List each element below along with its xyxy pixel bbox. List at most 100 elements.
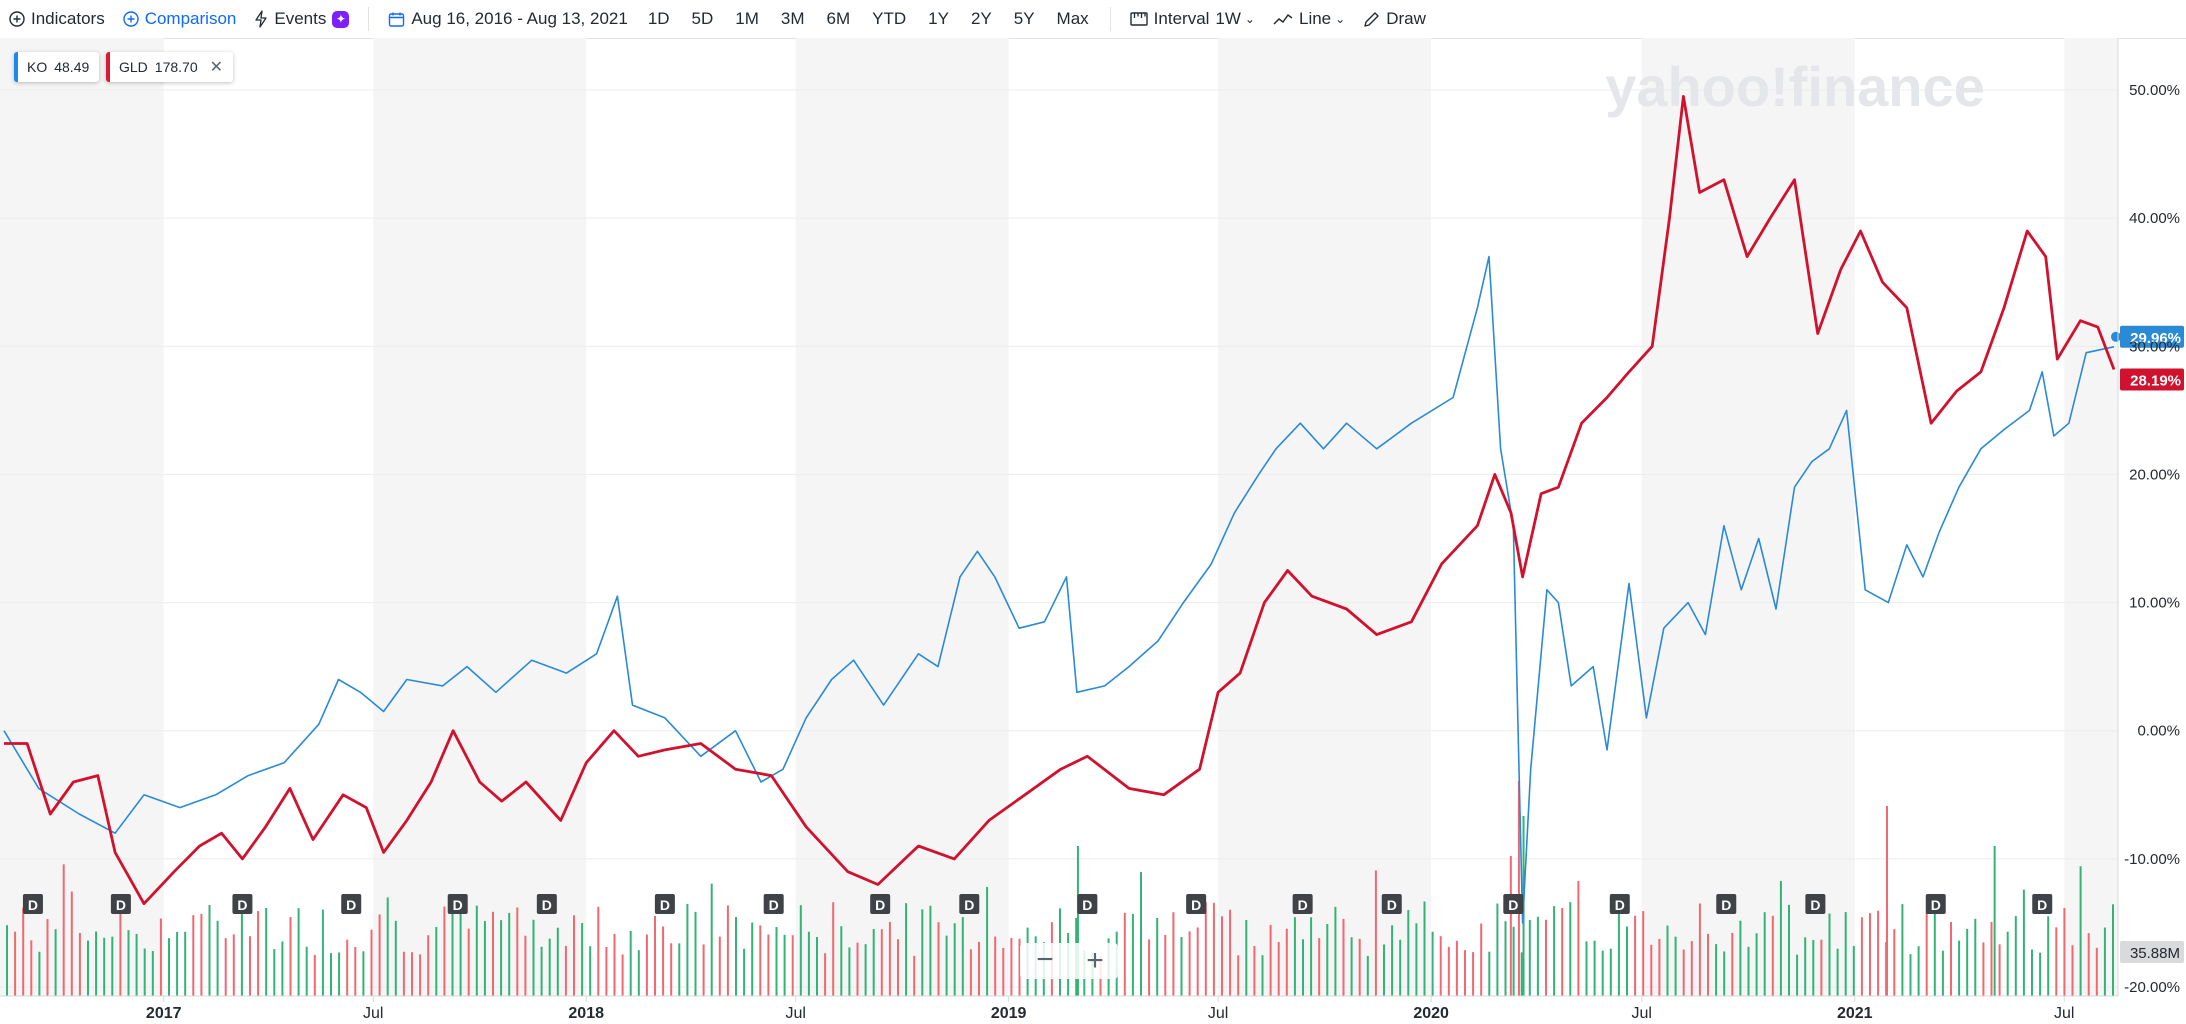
volume-bar (2014, 916, 2017, 996)
volume-bar (662, 926, 665, 996)
volume-bar (1229, 909, 1232, 996)
volume-bar (978, 941, 980, 996)
dividend-marker-bg[interactable] (1925, 894, 1946, 914)
y-tick-label: 0.00% (2137, 723, 2180, 740)
dividend-marker-bg[interactable] (1609, 894, 1630, 914)
legend-chip-gld[interactable]: GLD 178.70 ✕ (106, 52, 234, 82)
volume-bar (581, 923, 584, 996)
range-button-ytd[interactable]: YTD (872, 9, 907, 28)
dividend-marker-bg[interactable] (2032, 894, 2053, 914)
range-button-2y[interactable]: 2Y (970, 9, 992, 28)
chart-area[interactable]: yahoo!finance 35.88M 29.96% 28.19% D D D D D D… (0, 38, 2186, 1024)
zoom-out-button[interactable]: − (1036, 943, 1054, 976)
volume-bar (2039, 952, 2042, 996)
draw-button[interactable]: Draw (1354, 9, 1435, 29)
range-button-6m[interactable]: 6M (826, 9, 851, 28)
volume-bar (589, 946, 592, 996)
volume-bar (516, 907, 519, 996)
dividend-marker[interactable]: D (660, 897, 670, 913)
chart-type-button[interactable]: Line ⌄ (1264, 9, 1354, 29)
volume-bar (1820, 939, 1823, 996)
dividend-marker-bg[interactable] (1716, 894, 1737, 914)
dividend-marker-bg[interactable] (1077, 894, 1098, 914)
dividend-marker-bg[interactable] (763, 894, 784, 914)
range-button-3m[interactable]: 3M (780, 9, 805, 28)
dividend-marker[interactable]: D (116, 897, 126, 913)
dividend-marker-bg[interactable] (1503, 894, 1524, 914)
background-band (795, 38, 1009, 996)
indicators-button[interactable]: Indicators (0, 9, 114, 29)
dividend-marker[interactable]: D (1191, 897, 1201, 913)
volume-bar (208, 905, 211, 996)
volume-bar (1237, 955, 1240, 996)
dividend-marker[interactable]: D (1810, 897, 1820, 913)
dividend-marker[interactable]: D (453, 897, 463, 913)
dividend-marker[interactable]: D (542, 897, 552, 913)
background-band (373, 38, 587, 996)
volume-bar (1707, 933, 1709, 996)
comparison-button[interactable]: Comparison (114, 9, 246, 29)
range-button-5y[interactable]: 5Y (1013, 9, 1035, 28)
volume-bar (726, 905, 729, 996)
volume-bar (1569, 902, 1572, 996)
volume-bar (184, 931, 187, 996)
zoom-in-button[interactable]: + (1086, 944, 1104, 977)
volume-bar (216, 920, 219, 996)
dividend-marker-bg[interactable] (959, 894, 980, 914)
volume-bar (1196, 927, 1199, 996)
dividend-marker-bg[interactable] (232, 894, 253, 914)
dividend-marker-bg[interactable] (341, 894, 362, 914)
dividend-marker[interactable]: D (28, 897, 38, 913)
volume-bar (78, 932, 81, 996)
volume-bar (524, 935, 527, 996)
volume-bar (1156, 918, 1159, 996)
dividend-marker[interactable]: D (1615, 897, 1625, 913)
dividend-marker[interactable]: D (964, 897, 974, 913)
volume-bar (305, 946, 308, 996)
dividend-marker-bg[interactable] (110, 894, 131, 914)
dividend-marker[interactable]: D (1082, 897, 1092, 913)
range-buttons: 1D 5D 1M 3M 6M YTD 1Y 2Y 5Y Max (637, 9, 1100, 29)
range-button-5d[interactable]: 5D (691, 9, 714, 28)
close-icon[interactable]: ✕ (209, 59, 224, 76)
dividend-marker[interactable]: D (346, 897, 356, 913)
volume-bar (872, 928, 875, 996)
volume-bar (1383, 944, 1385, 996)
dividend-marker-bg[interactable] (536, 894, 557, 914)
dividend-marker[interactable]: D (2037, 897, 2047, 913)
range-button-max[interactable]: Max (1056, 9, 1089, 28)
volume-bar (168, 938, 170, 996)
events-button[interactable]: Events ✦ (245, 9, 358, 29)
dividend-marker[interactable]: D (1721, 897, 1731, 913)
zoom-controls: − + (1020, 943, 1118, 979)
range-button-1y[interactable]: 1Y (928, 9, 949, 28)
legend-chip-ko[interactable]: KO 48.49 (14, 52, 100, 82)
interval-button[interactable]: Interval 1W ⌄ (1121, 9, 1264, 29)
volume-bar (694, 911, 697, 996)
dividend-marker[interactable]: D (1931, 897, 1941, 913)
range-button-1d[interactable]: 1D (647, 9, 670, 28)
volume-bar (2079, 866, 2082, 996)
dividend-marker-bg[interactable] (654, 894, 675, 914)
y-tick-label: 20.00% (2129, 466, 2180, 483)
dividend-marker-bg[interactable] (1805, 894, 1826, 914)
dividend-marker-bg[interactable] (22, 894, 43, 914)
gridlines (0, 89, 2118, 988)
dividend-marker[interactable]: D (769, 897, 779, 913)
range-button-1m[interactable]: 1M (735, 9, 759, 28)
dividend-marker-bg[interactable] (1186, 894, 1207, 914)
chevron-down-icon: ⌄ (1335, 12, 1346, 26)
dividend-marker-bg[interactable] (1292, 894, 1313, 914)
date-range-button[interactable]: Aug 16, 2016 - Aug 13, 2021 (379, 9, 636, 29)
dividend-marker[interactable]: D (1508, 897, 1518, 913)
dividend-marker[interactable]: D (237, 897, 247, 913)
dividend-marker[interactable]: D (1387, 897, 1397, 913)
dividend-marker-bg[interactable] (447, 894, 468, 914)
dividend-marker-bg[interactable] (870, 894, 891, 914)
volume-bar (1447, 946, 1450, 996)
dividend-marker-bg[interactable] (1381, 894, 1402, 914)
dividend-marker[interactable]: D (875, 897, 885, 913)
volume-bar (1755, 933, 1758, 996)
dividend-marker[interactable]: D (1298, 897, 1308, 913)
volume-bar (1140, 872, 1142, 996)
